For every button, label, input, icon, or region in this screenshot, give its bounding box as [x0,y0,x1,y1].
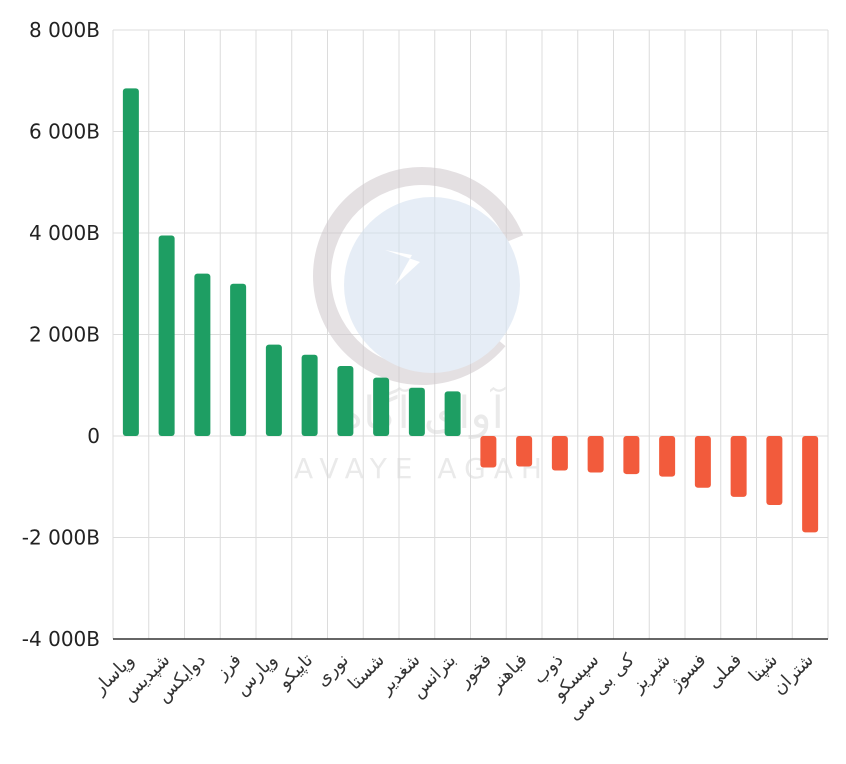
bar-3 [194,273,211,436]
bar-10 [444,391,461,436]
bar-15 [623,436,640,475]
bar-8 [373,377,390,436]
bar-2 [158,235,175,436]
y-tick-labels: 8 000B 6 000B 4 000B 2 000B 0 -2 000B -4 000B [22,18,100,651]
bar-6 [301,354,318,436]
y-tick-label: -4 000B [22,627,100,651]
bar-12 [516,436,533,467]
bar-11 [480,436,497,468]
x-tick-label: نوری [312,650,353,691]
bar-14 [587,436,604,473]
bar-19 [766,436,783,506]
bar-17 [694,436,711,488]
bar-5 [265,344,282,436]
y-tick-label: -2 000B [22,526,100,550]
bar-9 [408,387,425,436]
x-tick-label: فباهنر [485,650,532,697]
bars [122,88,819,533]
bar-18 [730,436,747,497]
y-tick-label: 2 000B [29,323,100,347]
bar-7 [337,365,354,436]
bar-20 [802,436,819,533]
bar-1 [122,88,139,437]
y-tick-label: 8 000B [29,18,100,42]
watermark-brand-en: AVAYE AGAH [294,452,550,485]
x-tick-label: فسوژ [665,650,711,696]
y-tick-label: 0 [87,424,100,448]
x-tick-label: وپارس [231,650,281,700]
x-tick-label: فملی [703,650,746,693]
y-tick-label: 6 000B [29,120,100,144]
bar-4 [230,283,247,436]
bar-16 [659,436,676,477]
x-tick-label: شبریز [627,650,675,698]
y-tick-label: 4 000B [29,221,100,245]
bar-13 [551,436,568,471]
x-tick-label: تاپیکو [273,650,317,694]
x-tick-label: شتران [768,650,817,699]
